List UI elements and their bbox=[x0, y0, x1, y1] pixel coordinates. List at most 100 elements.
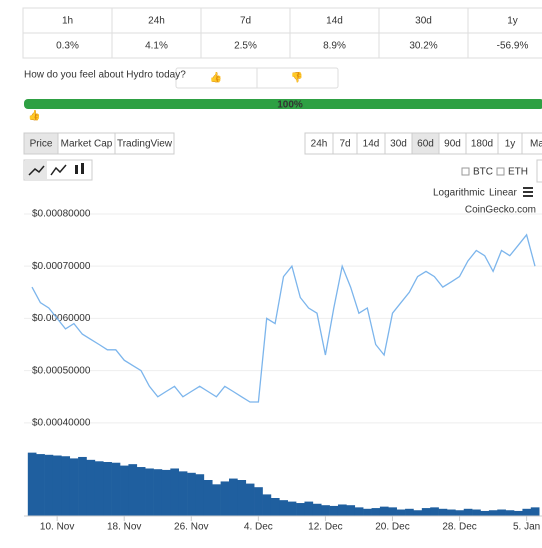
volume-bar bbox=[262, 494, 272, 516]
volume-bar bbox=[161, 469, 171, 516]
volume-bar bbox=[229, 478, 238, 516]
volume-bar bbox=[472, 509, 481, 516]
price-line bbox=[31, 233, 536, 403]
range-label[interactable]: 14d bbox=[363, 139, 380, 150]
range-label[interactable]: 7d bbox=[339, 139, 350, 150]
compare-label[interactable]: ETH bbox=[508, 167, 528, 178]
volume-bar bbox=[153, 469, 163, 516]
line-icon-2 bbox=[50, 164, 67, 176]
volume-bar bbox=[69, 458, 79, 516]
volume-bar bbox=[61, 456, 71, 516]
volume-bar bbox=[455, 510, 465, 516]
candle-icon bbox=[81, 163, 84, 174]
range-label[interactable]: 60d bbox=[417, 139, 434, 150]
volume-bar bbox=[78, 456, 87, 516]
range-button[interactable] bbox=[521, 132, 542, 155]
compare-label[interactable]: BTC bbox=[473, 167, 493, 178]
table-header: 30d bbox=[415, 16, 432, 27]
volume-bar bbox=[94, 461, 104, 516]
volume-bar bbox=[27, 452, 37, 516]
volume-bar bbox=[111, 462, 121, 516]
volume-bar bbox=[36, 454, 45, 516]
volume-bar bbox=[497, 509, 506, 516]
volume-bar bbox=[195, 474, 205, 516]
y-tick-label: $0.00080000 bbox=[32, 209, 91, 220]
volume-bar bbox=[514, 510, 523, 516]
volume-bar bbox=[354, 507, 364, 516]
tab-label[interactable]: Price bbox=[30, 139, 53, 150]
range-label[interactable]: Ma bbox=[530, 139, 542, 150]
table-value: 8.9% bbox=[323, 41, 346, 52]
scale-option[interactable]: Logarithmic bbox=[433, 188, 485, 199]
volume-bar bbox=[405, 508, 414, 516]
table-value: 0.3% bbox=[56, 41, 79, 52]
volume-bar bbox=[413, 510, 423, 516]
volume-bar bbox=[438, 508, 448, 516]
tab-label[interactable]: Market Cap bbox=[61, 139, 113, 150]
y-tick-label: $0.00070000 bbox=[32, 261, 91, 272]
x-tick-label: 5. Jan bbox=[513, 522, 540, 533]
table-header: 14d bbox=[326, 16, 343, 27]
checkbox[interactable] bbox=[496, 167, 505, 176]
tab[interactable] bbox=[114, 132, 175, 155]
line-icon bbox=[28, 165, 45, 176]
volume-bar bbox=[120, 465, 129, 516]
volume-bar bbox=[321, 505, 330, 516]
volume-bar bbox=[203, 480, 213, 516]
volume-bar bbox=[304, 501, 314, 516]
volume-bar bbox=[178, 471, 188, 516]
volume-bar bbox=[270, 498, 280, 516]
sentiment-percent: 100% bbox=[277, 100, 303, 111]
volume-bar bbox=[463, 508, 473, 516]
x-tick-label: 26. Nov bbox=[174, 522, 208, 533]
x-tick-label: 18. Nov bbox=[107, 522, 141, 533]
menu-icon[interactable] bbox=[523, 187, 533, 197]
range-label[interactable]: 180d bbox=[471, 139, 493, 150]
volume-bar bbox=[488, 510, 498, 516]
candle-icon bbox=[75, 165, 78, 174]
y-tick-label: $0.00040000 bbox=[32, 418, 91, 429]
range-label[interactable]: 1y bbox=[505, 139, 516, 150]
thumbs-up[interactable]: 👍 bbox=[210, 71, 222, 84]
volume-bar bbox=[346, 505, 356, 516]
volume-bar bbox=[530, 507, 540, 516]
volume-bar bbox=[170, 468, 180, 516]
checkbox[interactable] bbox=[461, 167, 470, 176]
volume-bar bbox=[187, 472, 196, 516]
volume-bar bbox=[52, 455, 62, 516]
volume-bar bbox=[329, 505, 339, 516]
thumbs-icon: 👍 bbox=[28, 109, 40, 122]
volume-bar bbox=[86, 459, 96, 516]
table-header: 1h bbox=[62, 16, 73, 27]
volume-bar bbox=[237, 480, 247, 516]
volume-bar bbox=[220, 481, 230, 516]
y-tick-label: $0.00060000 bbox=[32, 313, 91, 324]
table-value: 4.1% bbox=[145, 41, 168, 52]
volume-bar bbox=[287, 501, 297, 516]
volume-bar bbox=[430, 507, 439, 516]
table-value: 2.5% bbox=[234, 41, 257, 52]
range-label[interactable]: 90d bbox=[444, 139, 461, 150]
thumbs-down[interactable]: 👎 bbox=[291, 72, 303, 84]
scale-option[interactable]: Linear bbox=[489, 188, 517, 199]
table-header: 1y bbox=[507, 16, 518, 27]
volume-bar bbox=[388, 507, 397, 516]
compare-box[interactable] bbox=[536, 159, 542, 183]
volume-bar bbox=[371, 508, 381, 516]
volume-bar bbox=[337, 504, 347, 516]
range-label[interactable]: 30d bbox=[390, 139, 407, 150]
volume-bar bbox=[480, 510, 490, 516]
volume-bar bbox=[136, 467, 146, 516]
tab-label[interactable]: TradingView bbox=[117, 139, 173, 150]
table-header: 24h bbox=[148, 16, 165, 27]
table-header: 7d bbox=[240, 16, 251, 27]
x-tick-label: 4. Dec bbox=[244, 522, 273, 533]
volume-bar bbox=[312, 503, 322, 516]
volume-bar bbox=[446, 509, 456, 516]
volume-bar bbox=[279, 500, 288, 516]
volume-bar bbox=[245, 483, 255, 516]
range-label[interactable]: 24h bbox=[311, 139, 328, 150]
x-tick-label: 28. Dec bbox=[442, 522, 476, 533]
